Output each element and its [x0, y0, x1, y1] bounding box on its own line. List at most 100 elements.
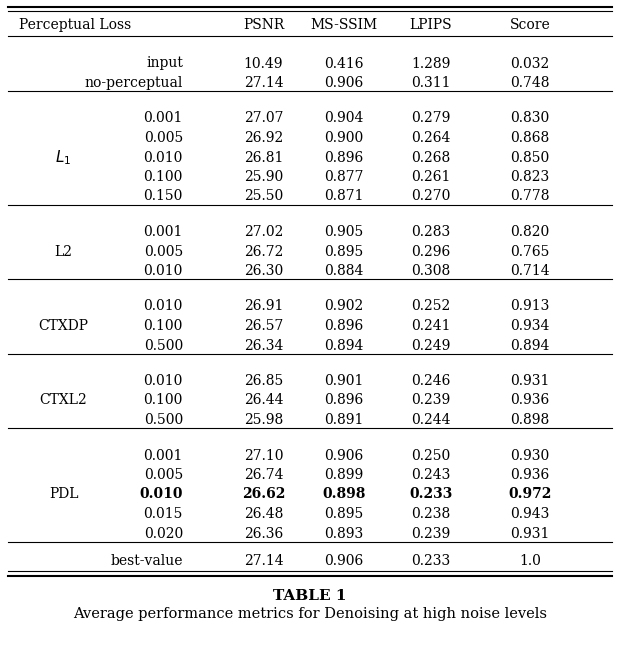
Text: 0.010: 0.010 — [143, 300, 183, 313]
Text: 0.934: 0.934 — [510, 319, 550, 333]
Text: 0.100: 0.100 — [143, 319, 183, 333]
Text: $L_1$: $L_1$ — [56, 148, 72, 167]
Text: 0.891: 0.891 — [324, 413, 364, 427]
Text: 25.50: 25.50 — [244, 190, 283, 203]
Text: CTXDP: CTXDP — [38, 319, 89, 333]
Text: 0.906: 0.906 — [324, 554, 364, 568]
Text: input: input — [146, 57, 183, 70]
Text: 0.830: 0.830 — [510, 112, 550, 125]
Text: 0.005: 0.005 — [144, 244, 183, 259]
Text: 0.913: 0.913 — [510, 300, 550, 313]
Text: TABLE 1: TABLE 1 — [273, 589, 347, 603]
Text: 0.748: 0.748 — [510, 76, 550, 90]
Text: CTXL2: CTXL2 — [40, 393, 87, 408]
Text: 0.100: 0.100 — [143, 170, 183, 184]
Text: 0.010: 0.010 — [143, 264, 183, 278]
Text: best-value: best-value — [110, 554, 183, 568]
Text: 26.44: 26.44 — [244, 393, 283, 408]
Text: 0.015: 0.015 — [143, 507, 183, 521]
Text: 0.244: 0.244 — [411, 413, 451, 427]
Text: 0.895: 0.895 — [324, 244, 364, 259]
Text: 0.020: 0.020 — [144, 526, 183, 541]
Text: 0.778: 0.778 — [510, 190, 550, 203]
Text: 0.001: 0.001 — [143, 112, 183, 125]
Text: 0.243: 0.243 — [411, 468, 451, 482]
Text: 0.032: 0.032 — [510, 57, 550, 70]
Text: 26.62: 26.62 — [242, 488, 285, 502]
Text: 26.72: 26.72 — [244, 244, 283, 259]
Text: 26.30: 26.30 — [244, 264, 283, 278]
Text: 0.898: 0.898 — [510, 413, 550, 427]
Text: 26.48: 26.48 — [244, 507, 283, 521]
Text: 27.10: 27.10 — [244, 448, 283, 463]
Text: 0.904: 0.904 — [324, 112, 364, 125]
Text: 25.90: 25.90 — [244, 170, 283, 184]
Text: 0.100: 0.100 — [143, 393, 183, 408]
Text: 0.820: 0.820 — [510, 225, 550, 239]
Text: 0.943: 0.943 — [510, 507, 550, 521]
Text: 26.34: 26.34 — [244, 339, 283, 352]
Text: 0.233: 0.233 — [409, 488, 453, 502]
Text: 0.001: 0.001 — [143, 448, 183, 463]
Text: 0.005: 0.005 — [144, 131, 183, 145]
Text: 0.896: 0.896 — [324, 319, 364, 333]
Text: MS-SSIM: MS-SSIM — [311, 18, 378, 32]
Text: 0.894: 0.894 — [324, 339, 364, 352]
Text: 0.895: 0.895 — [324, 507, 364, 521]
Text: 0.283: 0.283 — [411, 225, 451, 239]
Text: 25.98: 25.98 — [244, 413, 283, 427]
Text: 0.239: 0.239 — [411, 526, 451, 541]
Text: 0.264: 0.264 — [411, 131, 451, 145]
Text: LPIPS: LPIPS — [410, 18, 452, 32]
Text: 0.877: 0.877 — [324, 170, 364, 184]
Text: 26.92: 26.92 — [244, 131, 283, 145]
Text: 27.07: 27.07 — [244, 112, 283, 125]
Text: 27.02: 27.02 — [244, 225, 283, 239]
Text: Average performance metrics for Denoising at high noise levels: Average performance metrics for Denoisin… — [73, 607, 547, 621]
Text: 0.931: 0.931 — [510, 526, 550, 541]
Text: 0.893: 0.893 — [324, 526, 364, 541]
Text: 0.905: 0.905 — [324, 225, 364, 239]
Text: 1.289: 1.289 — [411, 57, 451, 70]
Text: 1.0: 1.0 — [519, 554, 541, 568]
Text: 0.902: 0.902 — [324, 300, 364, 313]
Text: 0.268: 0.268 — [411, 151, 451, 164]
Text: 0.249: 0.249 — [411, 339, 451, 352]
Text: 0.931: 0.931 — [510, 374, 550, 388]
Text: 0.241: 0.241 — [411, 319, 451, 333]
Text: 10.49: 10.49 — [244, 57, 283, 70]
Text: 0.823: 0.823 — [510, 170, 550, 184]
Text: PSNR: PSNR — [243, 18, 284, 32]
Text: L2: L2 — [55, 244, 73, 259]
Text: 26.91: 26.91 — [244, 300, 283, 313]
Text: 0.001: 0.001 — [143, 225, 183, 239]
Text: 0.296: 0.296 — [411, 244, 451, 259]
Text: 0.868: 0.868 — [510, 131, 550, 145]
Text: 0.250: 0.250 — [411, 448, 451, 463]
Text: 0.233: 0.233 — [411, 554, 451, 568]
Text: 0.899: 0.899 — [324, 468, 364, 482]
Text: 0.850: 0.850 — [510, 151, 550, 164]
Text: 0.010: 0.010 — [143, 374, 183, 388]
Text: 0.900: 0.900 — [324, 131, 364, 145]
Text: 0.252: 0.252 — [411, 300, 451, 313]
Text: 26.57: 26.57 — [244, 319, 283, 333]
Text: 0.896: 0.896 — [324, 151, 364, 164]
Text: 0.239: 0.239 — [411, 393, 451, 408]
Text: 0.901: 0.901 — [324, 374, 364, 388]
Text: 0.898: 0.898 — [322, 488, 366, 502]
Text: 26.81: 26.81 — [244, 151, 283, 164]
Text: 27.14: 27.14 — [244, 76, 283, 90]
Text: 0.936: 0.936 — [510, 393, 550, 408]
Text: 0.936: 0.936 — [510, 468, 550, 482]
Text: 0.906: 0.906 — [324, 448, 364, 463]
Text: 0.010: 0.010 — [143, 151, 183, 164]
Text: 0.238: 0.238 — [411, 507, 451, 521]
Text: 0.311: 0.311 — [411, 76, 451, 90]
Text: 26.74: 26.74 — [244, 468, 283, 482]
Text: 0.279: 0.279 — [411, 112, 451, 125]
Text: 0.500: 0.500 — [144, 339, 183, 352]
Text: 0.308: 0.308 — [411, 264, 451, 278]
Text: 0.896: 0.896 — [324, 393, 364, 408]
Text: 0.261: 0.261 — [411, 170, 451, 184]
